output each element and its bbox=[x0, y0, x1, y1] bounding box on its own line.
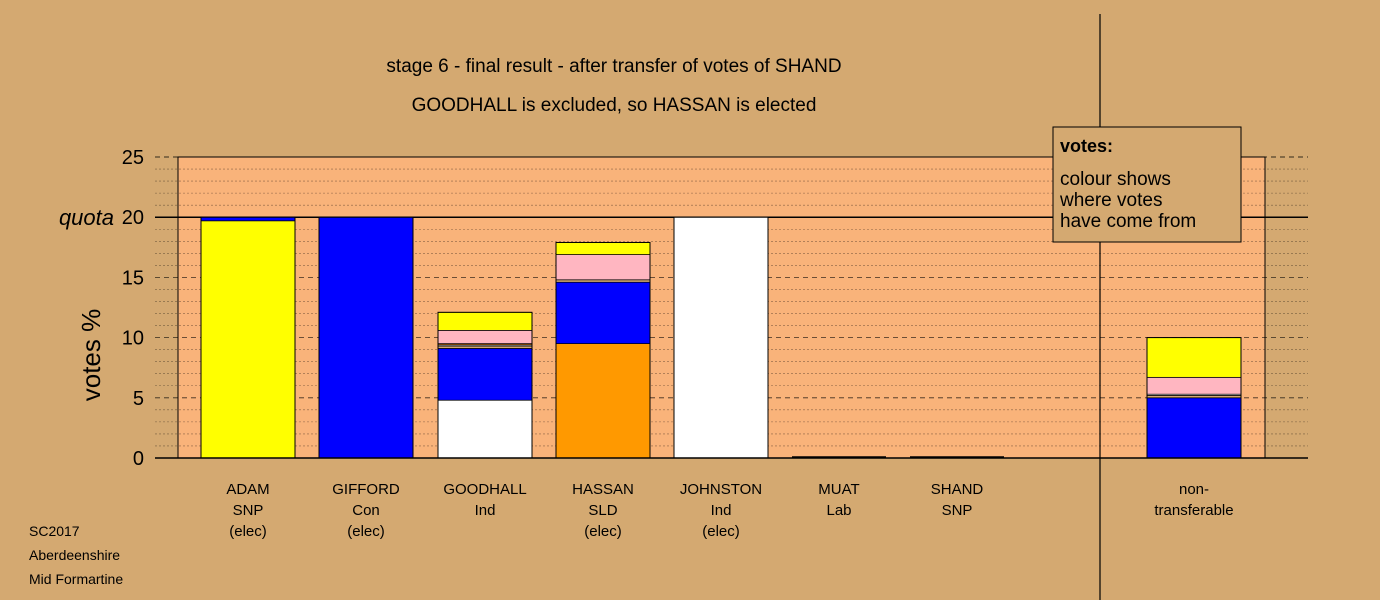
category-label: Ind bbox=[711, 502, 732, 519]
legend-frame bbox=[1052, 126, 1242, 243]
y-tick-labels: 0 5 10 15 25 20 bbox=[122, 147, 144, 470]
bar-segment bbox=[437, 311, 533, 331]
category-label: (elec) bbox=[702, 523, 740, 540]
y-axis-label: votes % bbox=[76, 309, 106, 402]
bar-segment bbox=[200, 216, 296, 222]
y-tick-label: 5 bbox=[133, 388, 144, 410]
category-label: transferable bbox=[1154, 502, 1233, 519]
bar-segment bbox=[1146, 376, 1242, 395]
bar-segment bbox=[555, 242, 651, 255]
bar-segment bbox=[1146, 395, 1242, 399]
y-tick-label: 15 bbox=[122, 267, 144, 289]
legend-text: have come from bbox=[1060, 211, 1196, 232]
bars bbox=[200, 216, 1242, 459]
bar-segment bbox=[673, 216, 769, 459]
bar-segment bbox=[200, 220, 296, 459]
category-label: Ind bbox=[475, 502, 496, 519]
legend-heading: votes: bbox=[1060, 136, 1113, 156]
footer-labels: SC2017 Aberdeenshire Mid Formartine bbox=[29, 523, 123, 587]
y-tick-label: 25 bbox=[122, 147, 144, 169]
y-tick-label: 10 bbox=[122, 328, 144, 350]
footer-line: SC2017 bbox=[29, 523, 80, 539]
bar-segment bbox=[437, 348, 533, 401]
footer-line: Aberdeenshire bbox=[29, 547, 120, 563]
category-label: (elec) bbox=[229, 523, 267, 540]
bar-segment bbox=[1146, 337, 1242, 378]
category-label: ADAM bbox=[226, 481, 269, 498]
y-tick-label: 20 bbox=[122, 207, 144, 229]
category-label: GOODHALL bbox=[443, 481, 526, 498]
category-labels: ADAM SNP (elec) GIFFORD Con (elec) GOODHALL Ind… bbox=[226, 481, 1233, 540]
category-label: (elec) bbox=[584, 523, 622, 540]
y-tick-label: 0 bbox=[133, 448, 144, 470]
bar-segment bbox=[555, 279, 651, 283]
category-label: Con bbox=[352, 502, 380, 519]
legend-text: colour shows bbox=[1060, 169, 1171, 190]
legend-text: where votes bbox=[1059, 190, 1162, 211]
category-label: SLD bbox=[588, 502, 617, 519]
category-label: non- bbox=[1179, 481, 1209, 498]
category-label: SNP bbox=[942, 502, 973, 519]
category-label: (elec) bbox=[347, 523, 385, 540]
bar-segment bbox=[555, 254, 651, 281]
bar-segment bbox=[437, 330, 533, 344]
category-label: SNP bbox=[233, 502, 264, 519]
bar-segment bbox=[437, 399, 533, 459]
chart-subtitle: GOODHALL is excluded, so HASSAN is elect… bbox=[412, 95, 817, 116]
category-label: GIFFORD bbox=[332, 481, 400, 498]
chart-title: stage 6 - final result - after transfer … bbox=[386, 56, 841, 77]
bar-segment bbox=[555, 281, 651, 344]
category-label: JOHNSTON bbox=[680, 481, 762, 498]
category-label: SHAND bbox=[931, 481, 984, 498]
quota-label: quota bbox=[59, 205, 114, 230]
bar-segment bbox=[555, 343, 651, 459]
category-label: Lab bbox=[826, 502, 851, 519]
category-label: HASSAN bbox=[572, 481, 634, 498]
bar-segment bbox=[1146, 397, 1242, 459]
bar-segment bbox=[437, 345, 533, 349]
bar-segment bbox=[318, 216, 414, 459]
category-label: MUAT bbox=[818, 481, 859, 498]
footer-line: Mid Formartine bbox=[29, 571, 123, 587]
